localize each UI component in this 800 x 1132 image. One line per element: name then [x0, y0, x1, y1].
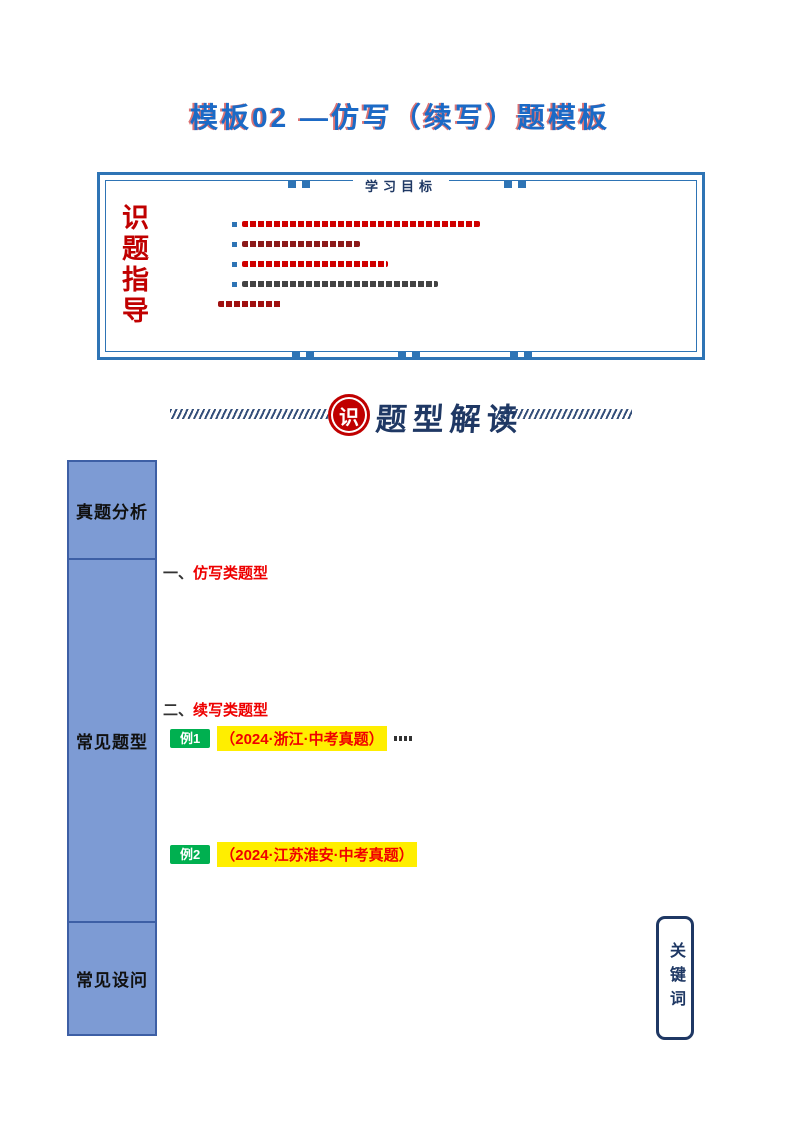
bullet-square-icon — [232, 221, 237, 227]
type2-title: 续写类题型 — [193, 702, 269, 719]
type1-title: 仿写类题型 — [193, 565, 269, 582]
type1-heading: 一、仿写类题型 — [163, 562, 268, 583]
example2-source: （2024·江苏淮安·中考真题） — [217, 842, 417, 867]
decor-square-icon — [412, 351, 420, 359]
bullet-square-icon — [232, 261, 237, 267]
example1-stem-text-line — [393, 736, 412, 741]
objective-text-line — [242, 241, 360, 247]
example2-badge: 例2 — [170, 844, 211, 865]
type1-number: 一、 — [163, 565, 194, 582]
outline-item-zhenti-fenxi: 真题分析 — [67, 460, 157, 560]
outline-item-changjian-tixing: 常见题型 — [67, 558, 157, 923]
objective-text-line — [242, 261, 388, 267]
example1-badge: 例1 — [170, 728, 211, 749]
objective-line — [232, 221, 672, 227]
bullet-square-icon — [232, 281, 237, 287]
objective-line — [232, 261, 672, 267]
outline-item-changjian-shewen: 常见设问 — [67, 921, 157, 1036]
objective-text-line — [242, 221, 480, 227]
decor-square-icon — [518, 180, 526, 188]
section-banner: 识 题型解读 — [0, 392, 800, 438]
decor-square-icon — [302, 180, 310, 188]
objectives-side-label: 识题指导 — [118, 203, 148, 327]
objectives-text-lines — [218, 221, 672, 321]
decor-square-icon — [306, 351, 314, 359]
type2-heading: 二、续写类题型 — [163, 699, 268, 720]
objective-line — [232, 241, 672, 247]
type2-number: 二、 — [163, 702, 194, 719]
page-title: 模板02 —仿写（续写）题模板 — [190, 102, 610, 133]
decor-square-icon — [524, 351, 532, 359]
seal-character: 识 — [339, 406, 359, 429]
decor-square-icon — [288, 180, 296, 188]
decor-square-icon — [510, 351, 518, 359]
example-row-2: 例2 （2024·江苏淮安·中考真题） — [170, 842, 417, 867]
keyword-label: 关键词 — [667, 942, 684, 1014]
objective-line — [218, 301, 672, 307]
bullet-square-icon — [232, 241, 237, 247]
banner-scribble-line — [494, 409, 632, 419]
outline-column: 真题分析 常见题型 常见设问 — [67, 460, 157, 1036]
banner-scribble-line — [170, 409, 328, 419]
example1-source: （2024·浙江·中考真题） — [217, 726, 387, 751]
objective-text-line — [218, 301, 282, 307]
example-row-1: 例1 （2024·浙江·中考真题） — [170, 726, 412, 751]
objective-text-line — [242, 281, 438, 287]
outline-item-label: 常见设问 — [76, 971, 148, 990]
objective-line — [232, 281, 672, 287]
decor-square-icon — [398, 351, 406, 359]
seal-icon: 识 — [328, 394, 370, 436]
decor-square-icon — [504, 180, 512, 188]
outline-item-label: 真题分析 — [76, 502, 148, 522]
keyword-box: 关键词 — [656, 916, 694, 1040]
decor-square-icon — [292, 351, 300, 359]
outline-item-label: 常见题型 — [76, 733, 148, 752]
learning-objectives-box: 学习目标 识题指导 — [97, 172, 705, 360]
objectives-header: 学习目标 — [352, 176, 450, 195]
